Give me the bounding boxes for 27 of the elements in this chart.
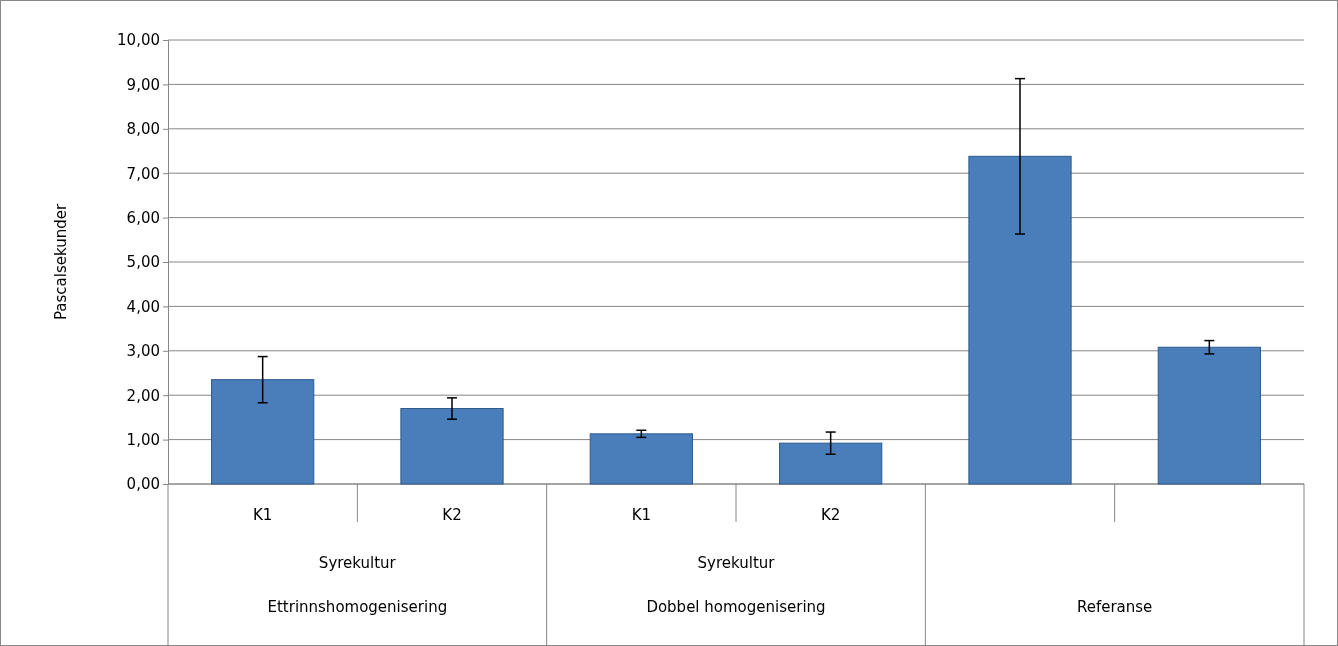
x-tick-label: K1	[252, 506, 273, 524]
text: Dobbel homogenisering	[646, 598, 826, 616]
y-tick-label: 2,00	[126, 386, 160, 405]
text: Syrekultur	[318, 554, 397, 572]
y-tick-label: 5,00	[126, 253, 160, 272]
text: Syrekultur	[697, 554, 776, 572]
bar	[779, 442, 883, 485]
y-tick-label: 8,00	[126, 120, 160, 139]
y-tick-label: 0,00	[126, 475, 160, 494]
y-tick-label: 6,00	[126, 208, 160, 227]
y-tick-label: 10,00	[117, 31, 160, 50]
text: Referanse	[1076, 598, 1153, 616]
y-tick-label: 1,00	[126, 430, 160, 449]
bar	[400, 408, 504, 485]
y-tick-label: 3,00	[126, 342, 160, 361]
x-tick-label: K2	[820, 506, 841, 524]
bar	[1157, 346, 1261, 485]
bar	[589, 433, 693, 485]
x-tick-label: K1	[631, 506, 652, 524]
bar	[968, 155, 1072, 485]
text: Ettrinnshomogenisering	[267, 598, 448, 616]
y-tick-label: 7,00	[126, 164, 160, 183]
x-tick-label: K2	[442, 506, 462, 524]
y-tick-label: 9,00	[126, 75, 160, 94]
y-axis-title: Pascalsekunder	[52, 203, 70, 321]
bar	[211, 379, 315, 485]
y-tick-label: 4,00	[126, 297, 160, 316]
